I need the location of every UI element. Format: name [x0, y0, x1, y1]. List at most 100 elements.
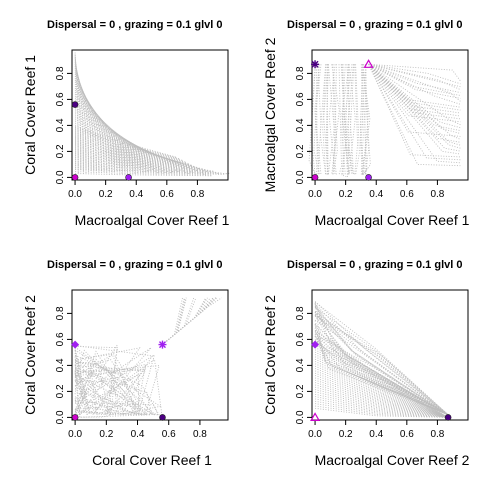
- trajectory-line: [368, 64, 461, 123]
- trajectory-line: [368, 63, 461, 82]
- trajectory-line: [162, 297, 214, 345]
- trajectory-line: [74, 365, 159, 416]
- y-tick-label: 0.2: [295, 144, 306, 158]
- trajectory-line: [74, 54, 82, 172]
- trajectory-line: [315, 393, 449, 418]
- trajectory-line: [74, 376, 88, 415]
- y-tick-label: 0.2: [55, 384, 66, 398]
- trajectory-line: [74, 359, 146, 416]
- panel-2: Dispersal = 0 , grazing = 0.1 glvl 0 Mac…: [262, 19, 470, 228]
- trajectory-line: [368, 63, 461, 120]
- trajectory-line: [314, 356, 449, 418]
- trajectory-line: [341, 64, 347, 175]
- trajectory-line: [368, 63, 461, 99]
- trajectory-line: [74, 79, 115, 174]
- trajectory-line: [314, 329, 449, 416]
- trajectory-line: [162, 297, 217, 345]
- trajectory-line: [314, 368, 449, 418]
- trajectory-line: [368, 64, 461, 158]
- trajectory-line: [314, 310, 449, 416]
- equilibrium-point: [444, 414, 452, 421]
- trajectory-line: [368, 63, 461, 132]
- trajectory-line: [327, 64, 335, 175]
- equilibrium-point: [311, 340, 320, 349]
- trajectory-line: [74, 371, 117, 416]
- trajectory-line: [74, 141, 189, 164]
- trajectory-line: [314, 301, 449, 416]
- trajectory-line: [74, 121, 169, 174]
- trajectory-line: [314, 379, 449, 418]
- trajectory-line: [314, 365, 449, 418]
- x-tick-label: 0.4: [129, 189, 143, 200]
- x-tick-label: 0.4: [369, 189, 383, 200]
- equilibrium-point: [365, 174, 372, 181]
- trajectory-line: [74, 130, 180, 160]
- trajectory-line: [322, 64, 327, 175]
- x-tick-label: 0.0: [68, 429, 82, 440]
- trajectory-line: [162, 297, 187, 345]
- trajectory-line: [332, 64, 336, 175]
- x-tick-label: 0.0: [68, 189, 82, 200]
- trajectory-line: [162, 297, 186, 345]
- plot-frame: [71, 289, 229, 421]
- trajectory-line: [368, 64, 461, 155]
- trajectory-line: [75, 414, 112, 418]
- trajectory-line: [75, 353, 140, 415]
- equilibrium-point: [311, 60, 320, 69]
- trajectory-line: [75, 145, 192, 166]
- y-tick-label: 0.6: [55, 92, 66, 106]
- trajectory-line: [74, 135, 187, 175]
- trajectory-line: [162, 297, 183, 345]
- panel-title: Dispersal = 0 , grazing = 0.1 glvl 0: [287, 259, 462, 271]
- trajectory-line: [75, 173, 213, 177]
- y-tick-label: 0.8: [55, 66, 66, 80]
- trajectory-line: [75, 347, 141, 416]
- y-tick-label: 0.8: [295, 306, 306, 320]
- trajectory-line: [75, 368, 147, 416]
- x-tick-label: 0.6: [400, 189, 414, 200]
- trajectory-line: [75, 168, 230, 175]
- x-tick-label: 0.8: [193, 429, 207, 440]
- trajectory-line: [314, 320, 449, 416]
- trajectory-line: [368, 63, 461, 85]
- plot-area: 0.0 0.2 0.4 0.6 0.8 0.0 0.2 0.4 0.6 0.8: [295, 49, 469, 200]
- x-tick-label: 0.4: [131, 429, 145, 440]
- plot-area: 0.0 0.2 0.4 0.6 0.8 0.0 0.2 0.4 0.6 0.8: [55, 289, 229, 440]
- trajectory-line: [74, 369, 95, 415]
- equilibrium-point: [71, 174, 79, 181]
- trajectory-line: [74, 139, 187, 164]
- trajectory-line: [338, 64, 342, 175]
- equilibrium-point: [363, 59, 374, 68]
- y-tick-label: 0.4: [295, 118, 306, 132]
- x-tick-label: 0.0: [308, 189, 322, 200]
- trajectory-line: [75, 151, 196, 168]
- trajectory-line: [314, 342, 449, 418]
- trajectory-line: [315, 403, 449, 418]
- trajectory-line: [74, 353, 152, 416]
- x-tick-label: 0.2: [339, 429, 353, 440]
- trajectory-line: [162, 297, 214, 345]
- trajectory-line: [314, 354, 449, 418]
- trajectory-line: [368, 63, 461, 129]
- y-axis-label: Coral Cover Reef 2: [262, 295, 278, 415]
- trajectory-line: [314, 319, 449, 416]
- trajectory-line: [314, 315, 449, 416]
- y-tick-label: 0.6: [295, 92, 306, 106]
- trajectory-line: [74, 360, 137, 415]
- trajectory-line: [368, 63, 461, 114]
- panel-title: Dispersal = 0 , grazing = 0.1 glvl 0: [47, 19, 222, 31]
- trajectory-line: [74, 93, 133, 172]
- y-axis-label: Coral Cover Reef 1: [22, 55, 38, 175]
- trajectory-line: [354, 64, 359, 175]
- trajectory-line: [314, 391, 449, 418]
- trajectory-line: [315, 405, 449, 418]
- trajectory-line: [314, 363, 449, 418]
- trajectory-line: [341, 64, 350, 175]
- equilibrium-point: [125, 174, 132, 181]
- trajectory-line: [314, 303, 449, 416]
- trajectory-line: [162, 297, 195, 345]
- trajectory-line: [345, 64, 354, 175]
- trajectory-line: [74, 64, 95, 174]
- trajectory-line: [314, 314, 449, 416]
- x-tick-label: 0.4: [369, 429, 383, 440]
